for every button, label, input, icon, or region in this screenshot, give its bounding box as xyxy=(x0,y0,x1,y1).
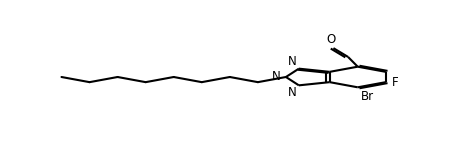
Text: Br: Br xyxy=(360,90,373,103)
Text: N: N xyxy=(272,70,280,83)
Text: N: N xyxy=(287,55,296,68)
Text: F: F xyxy=(391,76,398,89)
Text: N: N xyxy=(287,86,296,99)
Text: O: O xyxy=(326,33,335,46)
